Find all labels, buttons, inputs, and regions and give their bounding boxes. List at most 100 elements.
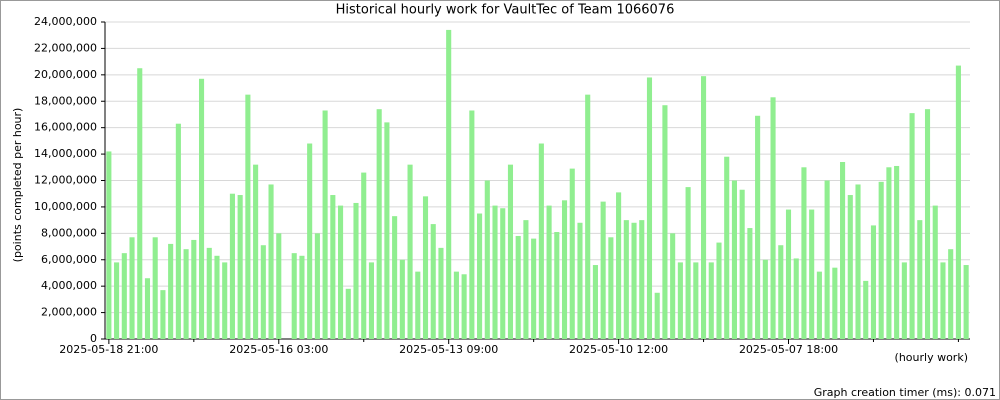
bar (361, 172, 367, 339)
bar (832, 267, 838, 339)
bar (322, 110, 328, 339)
bar (114, 262, 120, 339)
bar (809, 209, 815, 339)
bar (500, 208, 506, 339)
bar (569, 168, 575, 339)
bar (623, 220, 629, 339)
bar (168, 243, 174, 339)
y-tick-label: 2,000,000 (41, 306, 97, 319)
bar (160, 290, 166, 339)
bar (747, 228, 753, 339)
bar (376, 109, 382, 339)
bar (716, 242, 722, 339)
y-tick-label: 18,000,000 (34, 94, 97, 107)
bar (538, 143, 544, 339)
bar (523, 220, 529, 339)
bar (654, 292, 660, 339)
bar (453, 271, 459, 339)
bar (446, 29, 452, 340)
bar (739, 189, 745, 339)
bar (870, 225, 877, 339)
bar (430, 224, 436, 339)
bar (144, 278, 151, 339)
x-tick-label: 2025-05-13 09:00 (399, 343, 498, 356)
bar (592, 265, 598, 339)
bar (932, 205, 938, 339)
bar (198, 78, 205, 339)
x-tick-label: 2025-05-07 18:00 (739, 343, 838, 356)
chart-title: Historical hourly work for VaultTec of T… (336, 3, 675, 18)
bar (554, 232, 560, 339)
bar (840, 162, 846, 339)
bar (222, 262, 228, 339)
y-tick-label: 0 (90, 332, 97, 345)
bar (121, 253, 127, 339)
bar (955, 65, 961, 340)
bar (477, 213, 483, 339)
y-tick-label: 4,000,000 (41, 279, 97, 292)
bar (438, 247, 444, 339)
bar (901, 262, 907, 339)
bar (755, 115, 761, 339)
bar (338, 205, 344, 339)
bar (801, 167, 807, 339)
bar (253, 164, 259, 339)
bar (778, 245, 784, 339)
bar (206, 247, 212, 339)
y-tick-label: 10,000,000 (34, 200, 97, 213)
bar (855, 184, 861, 339)
x-tick-label: 2025-05-18 21:00 (59, 343, 158, 356)
bar (407, 164, 413, 339)
bar (314, 233, 320, 339)
bar (299, 255, 305, 339)
y-tick-label: 6,000,000 (41, 253, 97, 266)
bar (662, 105, 668, 340)
footer: Graph creation timer (ms): 0.071 (814, 386, 996, 399)
bar (917, 220, 923, 339)
bar (175, 123, 181, 340)
bar (276, 233, 282, 339)
bar (631, 222, 637, 339)
y-tick-label: 24,000,000 (34, 15, 97, 28)
bar (245, 94, 251, 339)
bar (940, 262, 946, 339)
bar (948, 249, 954, 339)
bar (585, 94, 591, 339)
bar (646, 77, 653, 339)
bar (345, 288, 351, 339)
bar (214, 255, 220, 339)
bar (909, 113, 915, 339)
bar (577, 222, 583, 339)
y-tick-label: 12,000,000 (34, 174, 97, 187)
y-tick-label: 14,000,000 (34, 147, 97, 160)
y-tick-label: 16,000,000 (34, 121, 97, 134)
bar (693, 262, 699, 339)
bar (484, 180, 490, 339)
bar (847, 195, 853, 339)
bar (677, 262, 683, 339)
bar (152, 237, 158, 339)
bar (368, 262, 374, 339)
bar (816, 271, 822, 339)
bar (415, 271, 421, 339)
bar (600, 201, 606, 339)
bar (639, 220, 645, 339)
bar (670, 233, 676, 339)
bar (392, 216, 398, 339)
x-axis-label: (hourly work) (895, 351, 968, 364)
bar (384, 122, 390, 339)
bar (708, 262, 714, 339)
bar (770, 97, 776, 339)
bar (561, 200, 568, 339)
bar (924, 109, 931, 339)
bar (237, 195, 243, 339)
bar (963, 265, 969, 339)
bar (863, 280, 869, 339)
y-tick-label: 20,000,000 (34, 68, 97, 81)
bar (701, 76, 707, 339)
x-tick-label: 2025-05-10 12:00 (569, 343, 668, 356)
bar (183, 249, 189, 339)
bar (129, 237, 135, 339)
bar (608, 237, 614, 339)
